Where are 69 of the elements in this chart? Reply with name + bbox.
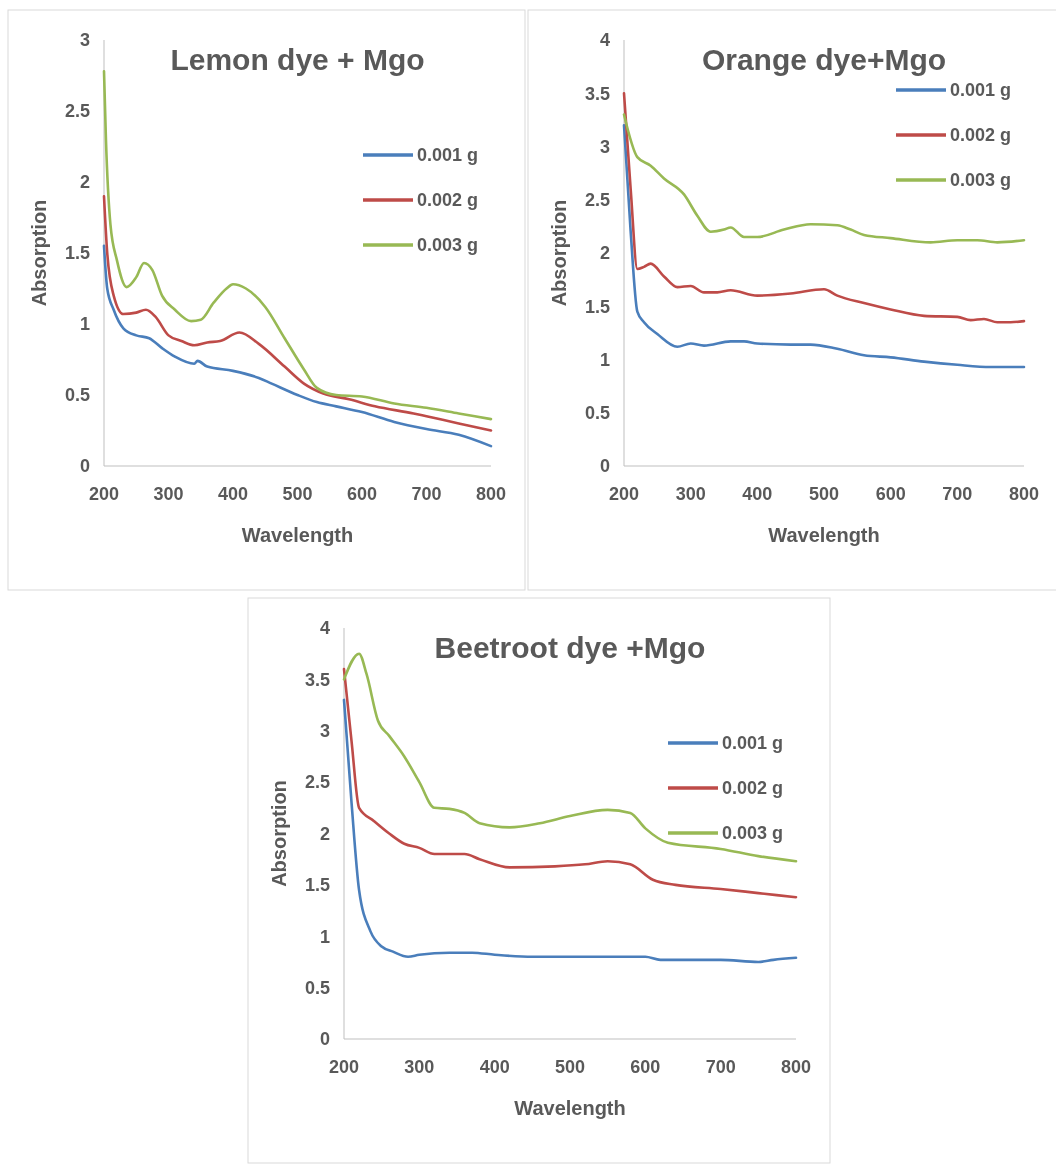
y-tick-label: 4 <box>319 618 330 639</box>
y-tick-label: 0.5 <box>64 385 90 406</box>
y-tick-label: 3 <box>599 136 610 157</box>
line-series <box>622 113 1026 244</box>
y-tick-label: 1.5 <box>584 296 610 317</box>
y-tick-label: 1.5 <box>64 243 90 264</box>
x-tick-label: 400 <box>742 484 773 504</box>
y-tick-label: 0 <box>319 1029 330 1050</box>
chart-title: Lemon dye + Mgo <box>170 43 425 76</box>
y-tick-label: 1 <box>319 926 330 947</box>
y-tick-label: 3 <box>79 30 90 51</box>
x-tick-label: 300 <box>153 484 184 504</box>
x-tick-label: 500 <box>554 1057 586 1077</box>
y-tick-label: 3.5 <box>584 83 610 104</box>
legend-label: 0.002 g <box>722 778 784 799</box>
x-tick-label: 600 <box>630 1057 661 1077</box>
x-tick-label: 500 <box>282 484 313 504</box>
y-tick-label: 2 <box>599 243 610 264</box>
y-tick-label: 2 <box>79 172 90 193</box>
x-tick-label: 700 <box>705 1057 736 1077</box>
legend-label: 0.002 g <box>417 190 479 211</box>
legend-label: 0.003 g <box>950 170 1012 191</box>
x-tick-label: 800 <box>1008 484 1040 504</box>
y-axis-title: Absorption <box>548 199 570 307</box>
y-axis-title: Absorption <box>268 780 290 887</box>
y-tick-label: 0 <box>79 456 90 477</box>
y-tick-label: 0.5 <box>584 403 610 424</box>
x-axis-title: Wavelength <box>514 1097 626 1119</box>
line-series <box>102 194 493 432</box>
x-axis-title: Wavelength <box>241 524 354 546</box>
line-series <box>622 123 1026 369</box>
y-tick-label: 3 <box>319 721 330 742</box>
x-tick-label: 200 <box>328 1057 360 1077</box>
x-tick-label: 700 <box>942 484 973 504</box>
y-tick-label: 2.5 <box>304 772 330 793</box>
x-tick-label: 700 <box>411 484 442 504</box>
y-tick-label: 1 <box>79 314 90 335</box>
x-tick-label: 800 <box>780 1057 812 1077</box>
legend-label: 0.002 g <box>950 125 1012 146</box>
y-tick-label: 1 <box>599 349 610 370</box>
line-series <box>342 667 798 899</box>
y-tick-label: 0 <box>599 456 610 477</box>
y-axis-title: Absorption <box>28 199 50 307</box>
x-axis-title: Wavelength <box>768 524 880 546</box>
x-tick-label: 600 <box>346 484 378 504</box>
x-tick-label: 400 <box>217 484 249 504</box>
y-tick-label: 2.5 <box>584 190 610 211</box>
y-tick-label: 1.5 <box>304 875 330 896</box>
legend-label: 0.001 g <box>722 733 784 754</box>
legend-label: 0.003 g <box>417 235 479 256</box>
y-tick-label: 4 <box>599 30 610 51</box>
legend-label: 0.001 g <box>417 145 479 166</box>
x-tick-label: 200 <box>88 484 120 504</box>
y-tick-label: 2.5 <box>64 101 90 122</box>
legend-label: 0.003 g <box>722 823 784 844</box>
line-series <box>342 698 798 964</box>
chart-title: Beetroot dye +Mgo <box>434 631 706 664</box>
legend-label: 0.001 g <box>950 80 1012 101</box>
chart-title: Orange dye+Mgo <box>701 43 947 76</box>
x-tick-label: 400 <box>479 1057 510 1077</box>
x-tick-label: 200 <box>608 484 640 504</box>
y-tick-label: 0.5 <box>304 977 330 998</box>
x-tick-label: 600 <box>875 484 906 504</box>
x-tick-label: 800 <box>475 484 507 504</box>
y-tick-label: 3.5 <box>304 669 330 690</box>
x-tick-label: 300 <box>404 1057 435 1077</box>
x-tick-label: 300 <box>675 484 706 504</box>
y-tick-label: 2 <box>319 823 330 844</box>
x-tick-label: 500 <box>808 484 840 504</box>
